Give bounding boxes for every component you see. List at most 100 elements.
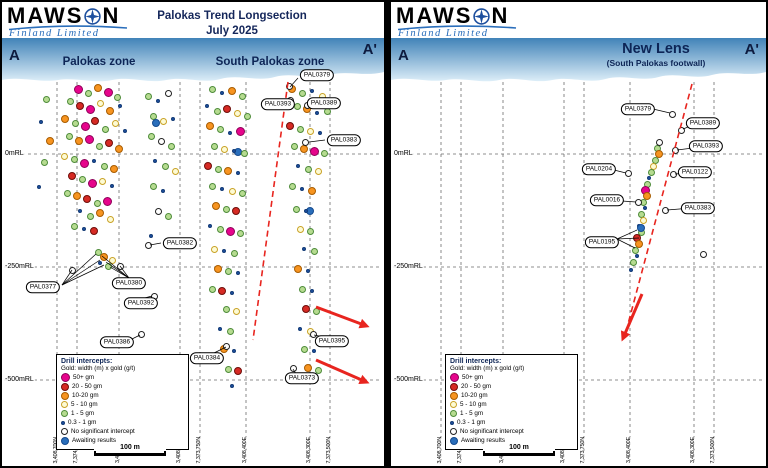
drill-intercept-no-significant-intercept (624, 169, 632, 177)
legend-subtitle: Gold: width (m) x gold (g/t) (61, 365, 136, 372)
drill-intercept-gold-50plus-gm (80, 121, 90, 131)
legend-item: 1 - 5 gm (450, 409, 573, 418)
drill-intercept-gold-03-1-gm (37, 185, 41, 189)
drill-hole-label: PAL0377 (25, 281, 61, 293)
legend-item-label: 50+ gm (73, 374, 95, 381)
drill-intercept-no-significant-intercept (144, 241, 152, 249)
legend-title: Drill intercepts: (450, 358, 502, 365)
drill-intercept-gold-1-5-gm (161, 162, 169, 170)
plunge-arrow-head (620, 330, 631, 342)
drill-intercept-gold-10-20-gm (100, 253, 108, 261)
legend-item-label: 5 - 10 gm (71, 401, 98, 408)
drill-intercept-gold-03-1-gm (304, 209, 308, 213)
drill-intercept-no-significant-intercept (655, 138, 663, 146)
drill-intercept-gold-5-10-gm (210, 245, 218, 253)
drill-hole-label: PAL0392 (123, 297, 159, 309)
drill-intercept-no-significant-intercept (668, 110, 676, 118)
drill-intercept-gold-03-1-gm (647, 176, 651, 180)
drill-intercept-gold-50plus-gm (84, 134, 94, 144)
figure-title: Palokas Trend Longsection July 2025 (148, 9, 316, 39)
legend-item: Awaiting results (61, 436, 184, 445)
compass-rose-icon (473, 7, 491, 25)
scale-bar-label: 100 m (509, 444, 529, 451)
drill-intercept-gold-10-20-gm (214, 265, 222, 273)
drill-intercept-gold-50plus-gm (73, 84, 83, 94)
grid-coordinate-label: 3,408,400E (626, 436, 632, 463)
grid-coordinate-label: 3,408,400E (242, 436, 248, 463)
drill-intercept-gold-5-10-gm (159, 117, 167, 125)
depth-label: -250mRL (4, 263, 35, 270)
figure-title-line1: Palokas Trend Longsection (157, 10, 307, 22)
legend-item: 0.3 - 1 gm (450, 418, 573, 427)
drill-intercept-gold-5-10-gm (171, 167, 179, 175)
label-leader-line (616, 238, 636, 249)
logo-swoosh-icon (8, 25, 128, 31)
drill-intercept-gold-03-1-gm (220, 187, 224, 191)
drill-intercept-gold-03-1-gm (300, 187, 304, 191)
water-band (391, 38, 766, 82)
logo-subtitle: Finland Limited (398, 28, 489, 39)
drill-intercept-gold-03-1-gm (232, 149, 236, 153)
drill-intercept-gold-03-1-gm (310, 89, 314, 93)
drill-intercept-gold-50plus-gm (103, 87, 113, 97)
legend-item-label: Awaiting results (461, 437, 505, 444)
drill-intercept-gold-1-5-gm (65, 132, 73, 140)
grid-coordinate-label: 3,408,700N (437, 436, 443, 463)
legend-item-label: No significant intercept (460, 428, 524, 435)
drill-intercept-gold-03-1-gm (296, 164, 300, 168)
drill-intercept-gold-1-5-gm (70, 222, 78, 230)
mawson-wordmark: MAWS N (7, 5, 129, 27)
drill-intercept-gold-10-20-gm (46, 137, 54, 145)
drill-hole-label: PAL0195 (584, 236, 620, 248)
scale-bar: 100 m (94, 444, 166, 456)
drill-intercept-gold-1-5-gm (240, 149, 248, 157)
drill-intercept-gold-1-5-gm (226, 327, 234, 335)
legend-item-label: 1 - 5 gm (71, 410, 95, 417)
drill-intercept-gold-10-20-gm (75, 137, 83, 145)
compass-rose-icon (84, 7, 102, 25)
drill-hole-label: PAL0379 (299, 69, 335, 81)
drill-intercept-gold-1-5-gm (298, 89, 306, 97)
legend-swatch-gold-50plus-gm (450, 373, 459, 382)
drill-hole-label: PAL0386 (99, 336, 135, 348)
drill-intercept-gold-1-5-gm (63, 189, 71, 197)
drill-intercept-gold-5-10-gm (233, 109, 241, 117)
drill-intercept-gold-03-1-gm (92, 159, 96, 163)
drill-intercept-no-significant-intercept (289, 364, 297, 372)
legend-item: Awaiting results (450, 436, 573, 445)
drill-intercept-gold-03-1-gm (315, 111, 319, 115)
zone-label: Palokas zone (62, 56, 136, 68)
drill-intercept-gold-1-5-gm (208, 182, 216, 190)
drill-intercept-gold-03-1-gm (230, 291, 234, 295)
drill-intercept-gold-1-5-gm (288, 182, 296, 190)
drill-intercept-gold-03-1-gm (208, 224, 212, 228)
drill-intercept-gold-1-5-gm (304, 165, 312, 173)
plunge-arrow (315, 358, 365, 383)
legend-item-label: 20 - 50 gm (72, 383, 103, 390)
section-label-a-prime: A' (744, 41, 759, 58)
drill-intercept-awaiting-results (637, 224, 645, 232)
drill-intercept-gold-03-1-gm (39, 120, 43, 124)
depth-label: -500mRL (393, 376, 424, 383)
drill-intercept-gold-03-1-gm (82, 227, 86, 231)
drill-intercept-gold-1-5-gm (144, 92, 152, 100)
legend-swatch-gold-1-5-gm (61, 410, 68, 417)
depth-label: -500mRL (4, 376, 35, 383)
drill-intercept-gold-1-5-gm (86, 212, 94, 220)
drill-intercept-gold-1-5-gm (93, 199, 101, 207)
drill-intercept-no-significant-intercept (301, 138, 309, 146)
figure-title-line2: July 2025 (206, 24, 258, 37)
drill-intercept-gold-1-5-gm (100, 162, 108, 170)
drill-hole-label: PAL0204 (581, 163, 617, 175)
plunge-arrow-head (358, 318, 370, 329)
drill-intercept-gold-10-20-gm (110, 165, 118, 173)
drill-intercept-gold-03-1-gm (306, 269, 310, 273)
drill-intercept-awaiting-results (152, 119, 160, 127)
drill-intercept-no-significant-intercept (634, 198, 642, 206)
drill-intercept-gold-20-50-gm (204, 162, 212, 170)
drill-intercept-gold-1-5-gm (71, 119, 79, 127)
drill-intercept-gold-20-50-gm (223, 105, 231, 113)
drill-intercept-gold-1-5-gm (296, 125, 304, 133)
drill-intercept-gold-03-1-gm (98, 261, 102, 265)
drill-intercept-gold-50plus-gm (87, 178, 97, 188)
